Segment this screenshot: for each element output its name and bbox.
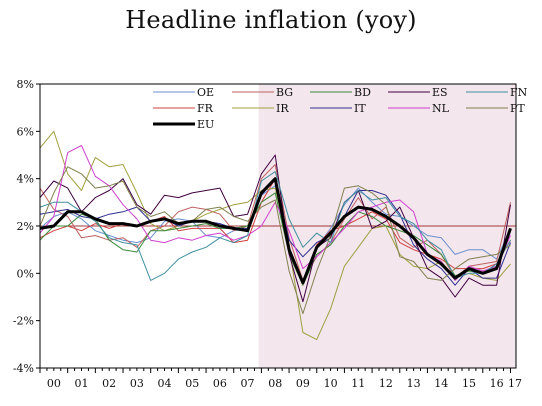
x-tick-label: 09 (296, 377, 310, 390)
legend-label-nl: NL (432, 102, 450, 115)
x-tick-label: 06 (213, 377, 227, 390)
series-line-ir (39, 130, 511, 341)
legend-label-fr: FR (197, 102, 214, 115)
legend-label-bg: BG (276, 86, 293, 99)
x-tick-label: 07 (241, 377, 255, 390)
x-tick-label: 16 (490, 377, 504, 390)
series-line-bg (39, 164, 511, 281)
legend-label-eu: EU (197, 118, 214, 131)
legend: OE BG BD ES FN FR IR IT NL PT EU (153, 86, 528, 131)
x-tick-label: 11 (351, 377, 365, 390)
y-tick-label: 8% (17, 78, 34, 91)
x-tick-label: 02 (102, 377, 116, 390)
chart-title: Headline inflation (yoy) (125, 6, 417, 34)
legend-label-bd: BD (354, 86, 371, 99)
y-tick-label: 0% (17, 267, 34, 280)
x-tick-label: 04 (158, 377, 172, 390)
legend-label-es: ES (432, 86, 448, 99)
y-tick-label: -4% (13, 362, 34, 375)
x-tick-label: 12 (379, 377, 393, 390)
legend-label-pt: PT (510, 102, 525, 115)
legend-label-oe: OE (197, 86, 214, 99)
series-line-fn (39, 171, 511, 281)
series-line-pt (39, 166, 511, 315)
y-tick-label: 6% (17, 125, 34, 138)
x-tick-label: 08 (268, 377, 282, 390)
y-tick-label: -2% (13, 315, 34, 328)
legend-label-it: IT (354, 102, 366, 115)
y-tick-label: 2% (17, 220, 34, 233)
x-tick-label: 01 (75, 377, 89, 390)
series-line-bd (39, 192, 511, 286)
x-tick-label: 13 (407, 377, 421, 390)
axes: 8% 6% 4% 2% 0% -2% -4% 00 01 02 03 04 05 06 07 08 09 10 11… (13, 78, 522, 390)
x-tick-label: 14 (434, 377, 448, 390)
x-tick-label: 00 (47, 377, 61, 390)
series-layer (39, 130, 512, 341)
x-tick-label: 03 (130, 377, 144, 390)
legend-label-ir: IR (276, 102, 289, 115)
series-line-eu (39, 177, 512, 285)
y-tick-label: 4% (17, 173, 34, 186)
x-tick-label: 05 (185, 377, 199, 390)
x-tick-label: 10 (324, 377, 338, 390)
x-tick-label: 15 (462, 377, 476, 390)
legend-label-fn: FN (510, 86, 528, 99)
x-tick-label: 17 (508, 377, 522, 390)
